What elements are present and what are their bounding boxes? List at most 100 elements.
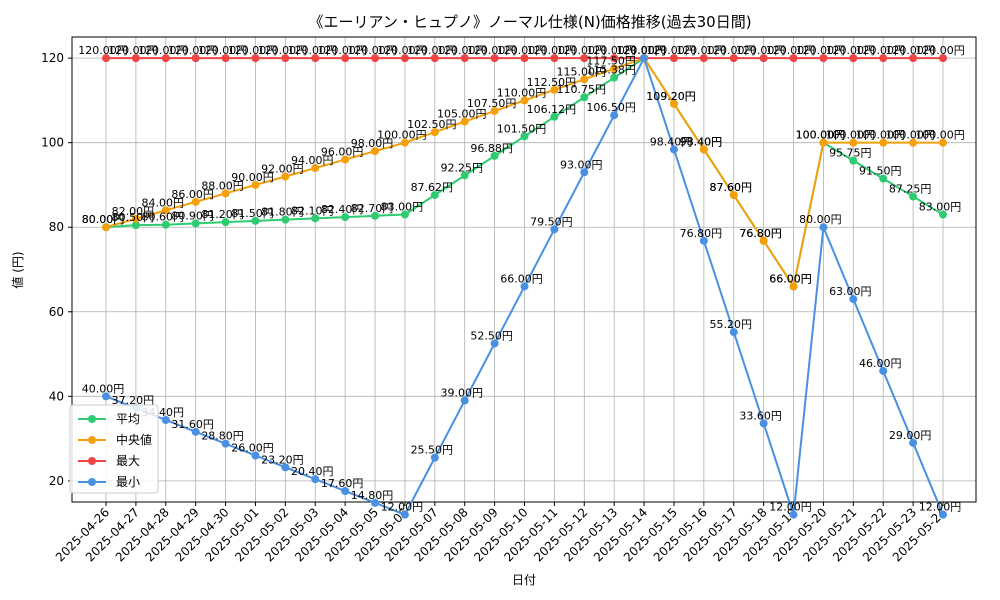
data-point — [460, 54, 469, 63]
data-point — [939, 54, 947, 63]
data-point — [759, 419, 768, 428]
data-point — [699, 145, 708, 154]
data-label: 39.00円 — [440, 387, 483, 400]
data-label: 98.40円 — [650, 135, 693, 148]
data-point — [460, 117, 469, 126]
data-point — [879, 138, 888, 147]
data-label: 120.00円 — [646, 44, 696, 57]
data-point — [849, 138, 858, 147]
data-label: 109.20円 — [646, 90, 696, 103]
data-point — [460, 171, 469, 180]
data-point — [520, 96, 529, 105]
data-label: 98.40円 — [680, 135, 723, 148]
data-point — [191, 219, 200, 228]
data-label: 100.00円 — [377, 129, 427, 142]
data-point — [251, 180, 260, 189]
data-label: 100.00円 — [915, 129, 965, 142]
series-1 — [102, 54, 947, 291]
y-axis-label: 値 (円) — [10, 251, 25, 288]
data-label: 83.00円 — [381, 201, 424, 214]
chart-title: 《エーリアン・ヒュプノ》ノーマル仕様(N)価格推移(過去30日間) — [308, 13, 751, 31]
data-point — [102, 392, 110, 401]
legend-marker — [88, 415, 96, 423]
data-labels: 80.00円80.50円80.60円80.90円81.20円81.50円81.8… — [78, 44, 965, 514]
data-label: 100.00円 — [796, 129, 846, 142]
legend-marker — [88, 457, 96, 465]
data-point — [281, 54, 290, 63]
legend-label: 最小 — [116, 475, 140, 489]
data-point — [131, 54, 140, 63]
data-label: 80.00円 — [82, 213, 125, 226]
data-point — [729, 54, 738, 63]
data-label: 120.00円 — [228, 44, 278, 57]
data-point — [520, 132, 529, 141]
data-label: 81.20円 — [201, 208, 244, 221]
data-label: 105.00円 — [437, 108, 487, 121]
data-label: 66.00円 — [500, 272, 543, 285]
data-point — [161, 206, 170, 215]
data-point — [669, 54, 678, 63]
data-label: 87.25円 — [889, 183, 932, 196]
data-point — [371, 211, 380, 220]
data-point — [400, 138, 409, 147]
data-label: 80.00円 — [799, 213, 842, 226]
data-label: 76.80円 — [739, 227, 782, 240]
data-point — [400, 510, 409, 519]
data-label: 80.00円 — [82, 213, 125, 226]
data-point — [371, 147, 380, 156]
data-point — [610, 64, 619, 73]
data-label: 84.00円 — [142, 196, 185, 209]
data-label: 120.00円 — [347, 44, 397, 57]
legend-marker — [88, 478, 96, 486]
legend-label: 中央値 — [116, 432, 152, 447]
data-label: 86.00円 — [171, 188, 214, 201]
data-label: 115.38円 — [586, 64, 636, 77]
data-label: 110.75円 — [557, 83, 607, 96]
data-point — [281, 172, 290, 181]
data-label: 40.00円 — [82, 382, 125, 395]
legend-label: 最大 — [116, 454, 140, 468]
data-label: 20.40円 — [291, 465, 334, 478]
data-label: 87.60円 — [710, 181, 753, 194]
data-point — [311, 164, 320, 173]
data-point — [161, 415, 170, 424]
data-point — [430, 128, 439, 137]
data-label: 120.00円 — [616, 44, 666, 57]
legend-box — [69, 404, 159, 494]
data-point — [341, 54, 350, 63]
data-point — [430, 191, 439, 200]
data-point — [849, 54, 858, 63]
data-point — [849, 295, 858, 304]
data-label: 100.00円 — [826, 129, 876, 142]
data-label: 120.00円 — [855, 44, 905, 57]
data-point — [939, 138, 947, 147]
legend-item: 最小 — [78, 475, 140, 489]
data-point — [341, 213, 350, 222]
data-label: 17.60円 — [321, 477, 364, 490]
data-point — [251, 54, 260, 63]
data-point — [580, 54, 589, 63]
data-point — [819, 138, 828, 147]
data-label: 120.00円 — [736, 44, 786, 57]
data-point — [909, 54, 918, 63]
data-point — [311, 475, 320, 484]
data-label: 120.00円 — [198, 44, 248, 57]
data-label: 82.00円 — [112, 205, 155, 218]
data-label: 81.80円 — [261, 206, 304, 219]
data-label: 94.00円 — [291, 154, 334, 167]
data-point — [161, 54, 170, 63]
data-label: 95.75円 — [829, 147, 872, 160]
data-point — [789, 282, 798, 291]
data-label: 120.00円 — [616, 44, 666, 57]
data-label: 120.00円 — [586, 44, 636, 57]
data-label: 120.00円 — [317, 44, 367, 57]
data-point — [580, 93, 589, 102]
data-label: 120.00円 — [78, 44, 128, 57]
data-point — [849, 156, 858, 165]
data-point — [191, 54, 200, 63]
data-point — [191, 197, 200, 206]
data-label: 82.70円 — [351, 202, 394, 215]
data-label: 90.00円 — [231, 171, 274, 184]
data-point — [400, 54, 409, 63]
